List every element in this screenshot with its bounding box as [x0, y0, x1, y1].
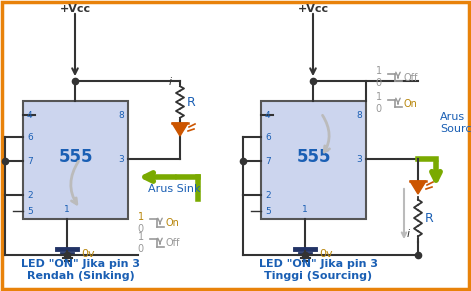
Text: 0v: 0v — [81, 249, 95, 259]
Text: 0: 0 — [376, 78, 382, 88]
Text: +Vcc: +Vcc — [298, 4, 329, 14]
Text: 3: 3 — [356, 155, 362, 164]
Text: 4: 4 — [265, 111, 271, 120]
Text: 555: 555 — [296, 148, 331, 166]
Polygon shape — [410, 181, 426, 194]
Text: 3: 3 — [118, 155, 124, 164]
Text: 6: 6 — [265, 132, 271, 141]
Text: 555: 555 — [58, 148, 93, 166]
Text: i: i — [406, 229, 410, 239]
Text: LED "ON" Jika pin 3: LED "ON" Jika pin 3 — [259, 259, 378, 269]
Text: Arus Sink: Arus Sink — [148, 184, 201, 194]
Text: 1: 1 — [138, 212, 144, 222]
Text: 2: 2 — [27, 191, 32, 200]
Text: 4: 4 — [27, 111, 32, 120]
Text: 8: 8 — [118, 111, 124, 120]
Text: 0: 0 — [138, 244, 144, 254]
Text: On: On — [166, 218, 180, 228]
Text: 8: 8 — [356, 111, 362, 120]
Bar — [261, 101, 366, 219]
Text: R: R — [425, 212, 434, 224]
Text: LED "ON" Jika pin 3: LED "ON" Jika pin 3 — [21, 259, 140, 269]
Bar — [23, 101, 128, 219]
Text: Arus
Source: Arus Source — [440, 112, 471, 134]
Text: 1: 1 — [376, 66, 382, 76]
Text: 1: 1 — [64, 205, 70, 214]
Text: 1: 1 — [302, 205, 308, 214]
Text: 5: 5 — [27, 207, 33, 216]
Text: 1: 1 — [138, 232, 144, 242]
Text: Off: Off — [166, 238, 180, 248]
Text: Tinggi (Sourcing): Tinggi (Sourcing) — [264, 271, 373, 281]
Text: 0: 0 — [138, 224, 144, 234]
Text: 0: 0 — [376, 104, 382, 114]
Text: 6: 6 — [27, 132, 33, 141]
Text: i: i — [169, 77, 171, 87]
Text: Rendah (Sinking): Rendah (Sinking) — [27, 271, 134, 281]
Text: R: R — [187, 95, 196, 109]
Text: 5: 5 — [265, 207, 271, 216]
Text: Off: Off — [404, 73, 418, 83]
Text: +Vcc: +Vcc — [59, 4, 90, 14]
Text: 1: 1 — [376, 92, 382, 102]
Text: 2: 2 — [265, 191, 271, 200]
Text: On: On — [404, 99, 418, 109]
Polygon shape — [172, 123, 188, 136]
Text: 0v: 0v — [319, 249, 333, 259]
Text: 7: 7 — [265, 157, 271, 166]
Text: 7: 7 — [27, 157, 33, 166]
